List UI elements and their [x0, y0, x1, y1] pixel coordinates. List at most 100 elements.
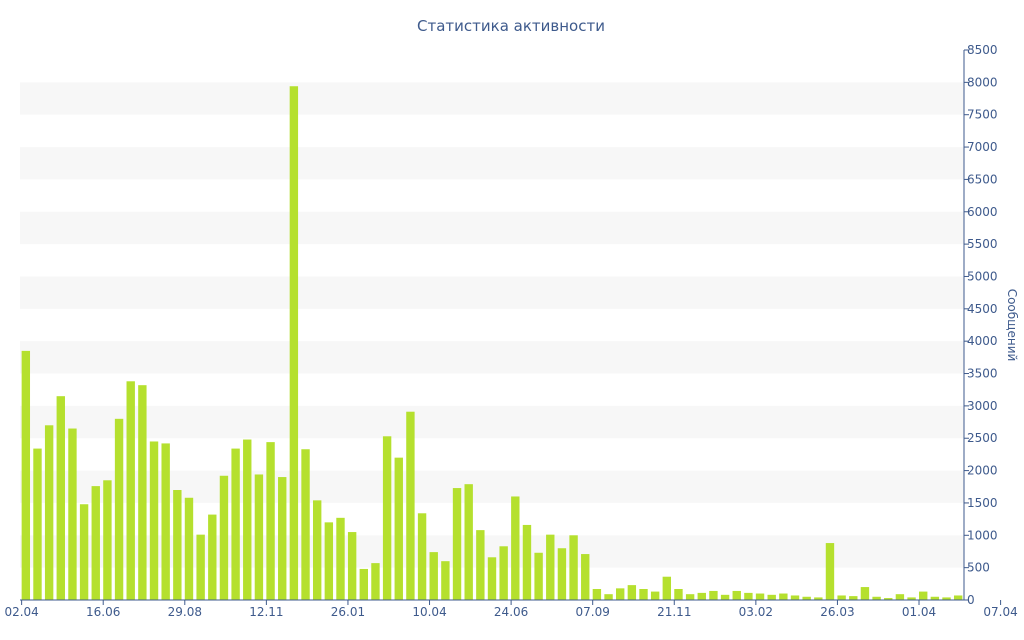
bar[interactable]	[662, 576, 672, 600]
bar[interactable]	[21, 350, 31, 600]
y-tick-label: 7000	[967, 140, 998, 154]
bar[interactable]	[149, 441, 159, 600]
bar[interactable]	[907, 597, 916, 600]
y-tick-label: 7500	[967, 108, 998, 122]
bar[interactable]	[208, 514, 217, 600]
bar[interactable]	[464, 484, 473, 600]
bar[interactable]	[522, 524, 532, 600]
bar[interactable]	[103, 480, 112, 600]
bar[interactable]	[487, 557, 497, 600]
bar[interactable]	[569, 535, 578, 600]
bar[interactable]	[417, 513, 427, 600]
bar[interactable]	[301, 449, 310, 600]
bar[interactable]	[604, 594, 613, 600]
bar[interactable]	[91, 486, 100, 600]
bar[interactable]	[219, 475, 229, 600]
bar[interactable]	[884, 598, 893, 600]
bar[interactable]	[802, 596, 811, 600]
y-tick-label: 3500	[967, 367, 998, 381]
bar[interactable]	[732, 590, 741, 600]
bar[interactable]	[324, 522, 334, 600]
x-tick-label: 24.06	[494, 605, 528, 619]
bar[interactable]	[837, 595, 846, 600]
bar[interactable]	[196, 534, 205, 600]
bar[interactable]	[126, 381, 135, 600]
bar[interactable]	[231, 448, 240, 600]
bar[interactable]	[627, 585, 637, 600]
bar[interactable]	[289, 86, 299, 601]
bar[interactable]	[44, 425, 54, 600]
bar[interactable]	[872, 596, 881, 600]
bar[interactable]	[779, 593, 788, 600]
bar[interactable]	[243, 439, 252, 600]
chart-title: Статистика активности	[417, 17, 605, 35]
bar[interactable]	[511, 496, 520, 600]
bar[interactable]	[79, 504, 89, 600]
bar[interactable]	[639, 589, 648, 600]
y-tick-label: 4500	[967, 302, 998, 316]
bar[interactable]	[406, 411, 415, 600]
bar[interactable]	[581, 554, 590, 600]
bar[interactable]	[114, 418, 124, 600]
bar-series	[21, 86, 963, 601]
bar[interactable]	[138, 385, 147, 600]
bar[interactable]	[441, 561, 450, 600]
bar[interactable]	[336, 517, 345, 600]
bar[interactable]	[953, 595, 963, 600]
bar[interactable]	[650, 591, 660, 600]
x-tick-label: 03.02	[739, 605, 773, 619]
bar[interactable]	[161, 443, 170, 600]
bar[interactable]	[895, 594, 905, 600]
bar[interactable]	[546, 534, 555, 600]
bar[interactable]	[685, 594, 695, 600]
bar[interactable]	[476, 530, 485, 600]
bar[interactable]	[616, 588, 625, 600]
y-axis-label: Сообщений	[1005, 289, 1019, 362]
bar[interactable]	[278, 477, 287, 600]
bar[interactable]	[709, 590, 718, 600]
bar[interactable]	[56, 396, 65, 600]
bar[interactable]	[592, 589, 602, 600]
bar[interactable]	[849, 596, 858, 600]
grid-bands	[20, 82, 964, 568]
bar[interactable]	[429, 552, 438, 600]
bar[interactable]	[33, 448, 42, 600]
bar[interactable]	[720, 594, 730, 600]
x-tick-label: 29.08	[168, 605, 202, 619]
bar[interactable]	[173, 490, 182, 600]
y-tick-label: 500	[967, 561, 990, 575]
bar[interactable]	[359, 568, 368, 600]
bar[interactable]	[942, 597, 951, 600]
bar[interactable]	[674, 589, 683, 600]
bar[interactable]	[371, 563, 380, 600]
bar[interactable]	[499, 546, 508, 600]
bar[interactable]	[534, 552, 543, 600]
bar[interactable]	[860, 587, 870, 600]
bar[interactable]	[767, 594, 776, 600]
bar[interactable]	[394, 457, 403, 600]
bar[interactable]	[919, 591, 928, 600]
bar[interactable]	[697, 592, 706, 600]
bar[interactable]	[790, 595, 800, 600]
bar[interactable]	[266, 442, 275, 600]
grid-band	[20, 82, 964, 115]
y-tick-label: 0	[967, 593, 975, 607]
bar[interactable]	[814, 597, 823, 600]
bar[interactable]	[312, 500, 322, 600]
y-axis: 0 500 1000 1500 2000 2500 3000 3500 4000 4500 5000…	[963, 43, 998, 607]
bar[interactable]	[557, 548, 567, 600]
bar[interactable]	[347, 532, 357, 600]
bar[interactable]	[184, 497, 194, 600]
bar[interactable]	[755, 593, 765, 600]
bar[interactable]	[744, 592, 753, 600]
grid-band	[20, 211, 964, 245]
bar[interactable]	[382, 436, 392, 600]
bar[interactable]	[825, 543, 835, 600]
x-tick-label: 16.06	[86, 605, 120, 619]
bar[interactable]	[68, 428, 77, 600]
grid-band	[20, 276, 964, 309]
bar[interactable]	[254, 474, 264, 600]
bar[interactable]	[930, 596, 940, 600]
bar[interactable]	[452, 488, 462, 600]
y-tick-label: 1500	[967, 496, 998, 510]
